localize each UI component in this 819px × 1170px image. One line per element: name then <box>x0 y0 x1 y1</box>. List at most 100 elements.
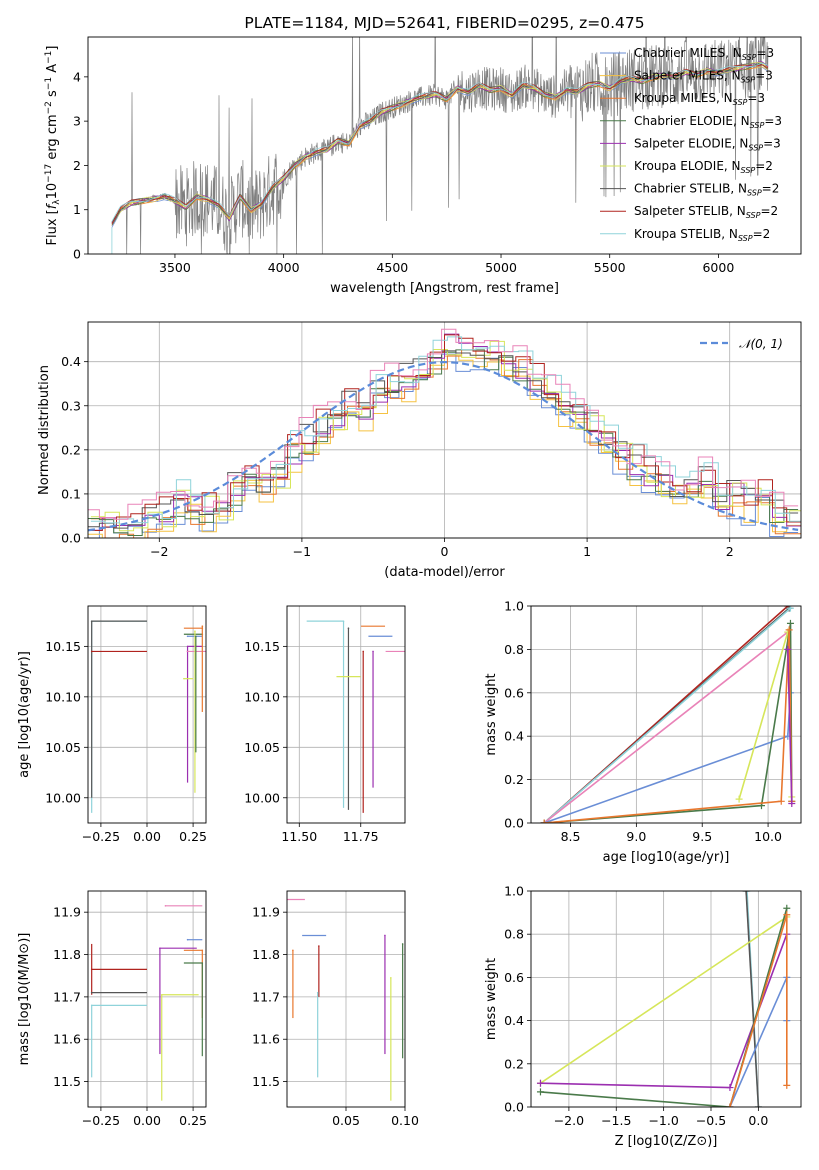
y-tick-label: 11.7 <box>252 989 280 1004</box>
legend-label: Salpeter STELIB, N <box>634 204 746 218</box>
data-point <box>384 934 386 937</box>
mass-vs-ebv-plot-area <box>287 898 404 1101</box>
x-tick-label: 0.00 <box>133 1113 161 1128</box>
y-tick-label: 0.1 <box>61 486 81 501</box>
y-axis-label: mass weight <box>484 673 499 755</box>
y-tick-label: 10.00 <box>45 790 81 805</box>
y-tick-label: 10.10 <box>244 689 280 704</box>
age-vs-mass-plot-area <box>306 620 405 813</box>
weight-marker <box>536 1088 544 1096</box>
model-line-chabrier-stelib <box>111 63 769 226</box>
x-tick-label: −1.5 <box>601 1113 631 1128</box>
model-line-kroupa-elodie <box>111 62 769 226</box>
axes-frame <box>87 890 207 1108</box>
weight-marker <box>726 1103 734 1107</box>
weight-marker <box>783 911 791 919</box>
y-tick-label: 1 <box>73 202 81 217</box>
data-point <box>90 968 93 971</box>
y-axis-label: mass [log10(M/M⊙)] <box>17 933 32 1066</box>
legend-value: =3 <box>763 136 781 150</box>
legend-value: =3 <box>756 46 774 60</box>
y-tick-label: 0.4 <box>504 729 524 744</box>
x-tick-label: 9.5 <box>692 829 712 844</box>
weight-marker <box>536 1079 544 1087</box>
weight-marker <box>783 1081 791 1089</box>
mass-vs-ebv-panel: 0.05 0.10 11.5 11.6 11.7 11.8 11.9 <box>252 890 419 1128</box>
legend-label: Chabrier MILES, N <box>634 46 742 60</box>
y-axis-label: mass weight <box>484 958 499 1040</box>
x-axis-label: wavelength [Angstrom, rest frame] <box>330 281 559 296</box>
data-point <box>159 947 161 949</box>
y-tick-label: 1.0 <box>504 599 524 614</box>
data-point <box>347 627 350 630</box>
data-point <box>201 962 204 964</box>
legend-label: Kroupa STELIB, N <box>634 227 738 241</box>
legend-entry-kroupa-stelib: Kroupa STELIB, NSSP=2 <box>634 227 770 243</box>
legend-label: Chabrier ELODIE, N <box>634 114 750 128</box>
y-tick-label: 0.0 <box>61 531 81 546</box>
legend-value: =3 <box>755 69 773 83</box>
x-tick-label: 1 <box>583 544 591 559</box>
data-point <box>90 620 93 622</box>
legend-label: Chabrier STELIB, N <box>634 182 747 196</box>
observed-spectrum-line <box>111 37 769 254</box>
x-tick-label: 10.0 <box>754 829 782 844</box>
weight-line-kroupa-elodie <box>540 916 788 1084</box>
data-point <box>372 650 374 653</box>
legend-entry-chabrier-stelib: Chabrier STELIB, NSSP=2 <box>634 182 779 198</box>
x-tick-label: −2 <box>150 544 168 559</box>
data-point <box>90 650 93 653</box>
legend-entry-salpeter-elodie: Salpeter ELODIE, NSSP=3 <box>634 136 781 152</box>
y-tick-label: 1.0 <box>504 884 524 899</box>
y-axis-label: Normed distribution <box>37 365 52 495</box>
legend-label: Kroupa ELODIE, N <box>634 159 741 173</box>
mass-weight-vs-Z-panel: −2.0 −1.5 −1.0 −0.5 0.0 0.0 0.2 0.4 0.6 0.8 1.0 Z [… <box>484 884 802 1149</box>
weight-marker <box>742 891 750 895</box>
y-tick-label: 0.4 <box>504 1013 524 1028</box>
mass-weight-vs-age-panel: 8.5 9.0 9.5 10.0 0.0 0.2 0.4 0.6 0.8 1.0 age [log1… <box>484 599 802 865</box>
weight-marker <box>726 1084 734 1092</box>
axes-frame <box>286 605 406 824</box>
legend-value: =2 <box>755 159 773 173</box>
y-tick-label: 10.00 <box>244 790 280 805</box>
histogram-step-pink <box>88 328 799 520</box>
y-tick-label: 0.3 <box>61 398 81 413</box>
x-tick-label: 4000 <box>268 260 300 275</box>
y-tick-label: 0.8 <box>504 642 524 657</box>
x-axis-label: age [log10(age/yr)] <box>603 850 730 865</box>
x-tick-label: 11.50 <box>281 829 317 844</box>
y-tick-label: 10.10 <box>45 689 81 704</box>
weight-marker <box>788 799 796 807</box>
legend-value: =2 <box>762 182 780 196</box>
legend-subscript: SSP <box>733 98 748 107</box>
y-tick-label: 10.15 <box>244 639 280 654</box>
x-tick-label: −0.25 <box>82 829 120 844</box>
age-vs-Z-plot-area <box>90 620 206 813</box>
age-vs-Z-panel: −0.25 0.00 0.25 10.00 10.05 10.10 10.15 age [lo… <box>17 605 207 844</box>
x-axis-label: Z [log10(Z/Z⊙)] <box>615 1134 718 1149</box>
legend-label: Salpeter ELODIE, N <box>634 136 748 150</box>
x-tick-label: 6000 <box>702 260 734 275</box>
legend-subscript: SSP <box>741 76 756 85</box>
model-line-salpeter-stelib <box>111 64 769 225</box>
x-tick-label: 9.0 <box>626 829 646 844</box>
x-tick-label: 4500 <box>376 260 408 275</box>
weight-marker <box>785 626 793 634</box>
x-tick-label: 5000 <box>485 260 517 275</box>
data-point <box>401 943 404 945</box>
weight-marker <box>786 606 794 612</box>
legend-label: Salpeter MILES, N <box>634 69 741 83</box>
legend-entry-chabrier-elodie: Chabrier ELODIE, NSSP=3 <box>634 114 782 130</box>
mass-weight-vs-age-plot-area <box>540 606 796 823</box>
y-tick-label: 0.2 <box>504 1056 524 1071</box>
x-axis-label: (data-model)/error <box>384 565 505 580</box>
y-tick-label: 0.0 <box>504 816 524 831</box>
weight-marker <box>783 904 791 912</box>
x-tick-label: 3500 <box>159 260 191 275</box>
x-tick-label: 0.10 <box>391 1113 419 1128</box>
weight-marker <box>754 1103 762 1107</box>
weight-line-chabrier-stelib <box>745 891 760 1107</box>
data-point <box>390 977 392 979</box>
y-tick-label: 11.5 <box>53 1074 81 1089</box>
y-tick-label: 10.05 <box>244 740 280 755</box>
